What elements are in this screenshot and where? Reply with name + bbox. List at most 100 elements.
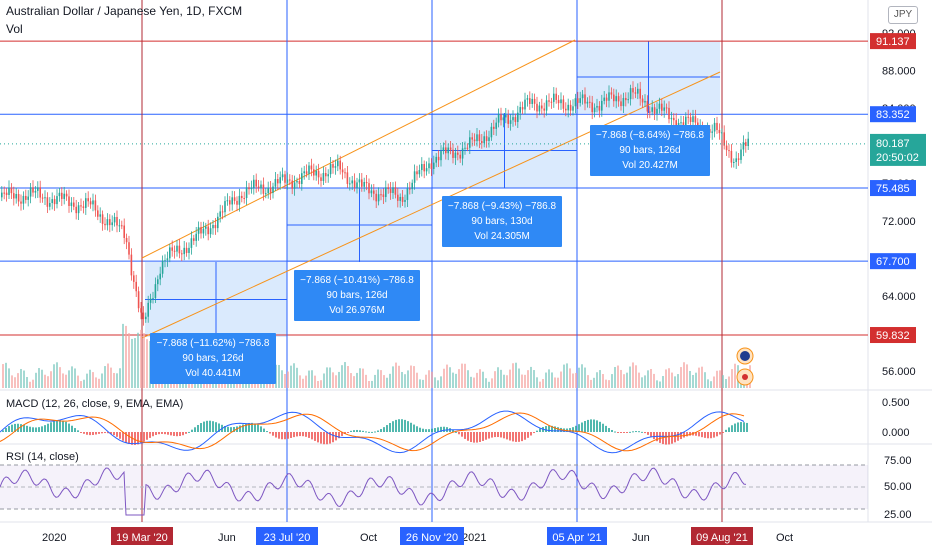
volume-bar — [638, 372, 640, 388]
candle-body — [133, 275, 135, 282]
time-axis-label: Oct — [776, 532, 793, 544]
candle-body — [231, 197, 233, 205]
candle-body — [370, 190, 373, 194]
macd-histogram-bar — [443, 426, 445, 432]
volume-bar — [347, 366, 349, 388]
volume-bar — [617, 365, 619, 388]
macd-histogram-bar — [470, 432, 472, 443]
macd-histogram-bar — [23, 424, 25, 432]
macd-histogram-bar — [212, 421, 214, 432]
macd-histogram-bar — [308, 432, 310, 438]
candle-body — [737, 158, 740, 160]
measure-box-4[interactable]: −7.868 (−8.64%) −786.8 90 bars, 126d Vol… — [590, 125, 710, 176]
candle-body — [512, 117, 514, 121]
candle-body — [687, 116, 689, 118]
volume-bar — [26, 377, 28, 388]
candle-body — [181, 253, 183, 255]
volume-bar — [104, 366, 106, 388]
volume-bar — [401, 371, 403, 388]
macd-histogram-bar — [746, 422, 748, 432]
macd-histogram-bar — [551, 425, 553, 432]
volume-bar — [125, 325, 127, 388]
macd-histogram-bar — [119, 432, 121, 439]
candle-body — [461, 148, 464, 159]
volume-bar — [377, 369, 379, 388]
volume-bar — [335, 375, 337, 388]
volume-bar — [521, 374, 523, 388]
candle-body — [178, 245, 181, 254]
volume-bar — [422, 379, 424, 388]
candle-body — [293, 182, 296, 189]
macd-histogram-bar — [710, 432, 712, 439]
volume-bar — [281, 370, 283, 388]
measure-box-1-change: −7.868 (−11.62%) −786.8 — [156, 338, 270, 349]
volume-bar — [560, 371, 562, 388]
macd-histogram-bar — [665, 432, 667, 445]
candle-body — [538, 105, 541, 112]
candle-body — [377, 194, 380, 202]
volume-bar — [449, 367, 451, 388]
macd-histogram-bar — [239, 425, 241, 432]
macd-histogram-bar — [62, 420, 64, 432]
candle-body — [550, 101, 553, 103]
macd-histogram-bar — [728, 427, 730, 432]
macd-histogram-bar — [707, 432, 709, 439]
candle-body — [154, 284, 157, 298]
candle-body — [92, 200, 94, 205]
rsi-tick-label: 75.00 — [884, 455, 912, 467]
macd-histogram-bar — [101, 432, 103, 434]
macd-histogram-bar — [272, 432, 274, 436]
macd-histogram-bar — [686, 432, 688, 437]
candle-body — [322, 173, 325, 181]
volume-bar — [446, 364, 448, 388]
candle-body — [214, 224, 217, 229]
candle-body — [375, 193, 377, 202]
measure-box-3[interactable]: −7.868 (−9.43%) −786.8 90 bars, 130d Vol… — [442, 196, 562, 247]
rsi-pane — [0, 464, 868, 516]
candle-body — [341, 169, 344, 173]
measure-box-1[interactable]: −7.868 (−11.62%) −786.8 90 bars, 126d Vo… — [150, 333, 276, 384]
macd-histogram-bar — [245, 423, 247, 432]
current-price-label: 80.187 — [876, 138, 910, 150]
candle-body — [430, 163, 433, 169]
volume-bar — [116, 373, 118, 388]
macd-histogram-bar — [743, 422, 745, 432]
volume-bar — [725, 379, 727, 388]
candle-body — [241, 195, 243, 198]
time-axis-label: Jun — [218, 532, 236, 544]
macd-histogram-bar — [704, 432, 706, 438]
volume-bar — [731, 369, 733, 388]
macd-histogram-bar — [227, 426, 229, 432]
volume-bar — [572, 373, 574, 388]
candle-body — [365, 181, 368, 184]
volume-bar — [407, 370, 409, 388]
candle-body — [34, 190, 37, 193]
candle-body — [673, 117, 675, 121]
currency-badge[interactable]: JPY — [888, 6, 918, 24]
candle-body — [205, 226, 207, 229]
volume-bar — [530, 366, 532, 388]
macd-histogram-bar — [371, 431, 373, 433]
candle-body — [397, 194, 399, 201]
rsi-line — [0, 467, 747, 516]
candle-body — [286, 179, 289, 183]
candle-body — [202, 228, 205, 234]
candle-body — [663, 107, 665, 111]
volume-bar — [722, 375, 724, 388]
macd-histogram-bar — [281, 432, 283, 440]
candle-body — [536, 103, 538, 112]
macd-histogram-bar — [143, 432, 145, 442]
candle-body — [327, 174, 329, 177]
candle-body — [634, 92, 637, 94]
macd-tick-label: 0.500 — [882, 397, 910, 409]
volume-bar — [503, 374, 505, 388]
macd-histogram-bar — [80, 432, 82, 433]
macd-histogram-bar — [581, 422, 583, 432]
volume-bar — [89, 369, 91, 388]
candle-body — [97, 210, 99, 217]
volume-bar — [641, 377, 643, 388]
jp-flag-inner-icon — [742, 374, 748, 380]
macd-histogram-bar — [266, 431, 268, 433]
measure-box-2[interactable]: −7.868 (−10.41%) −786.8 90 bars, 126d Vo… — [294, 270, 420, 321]
